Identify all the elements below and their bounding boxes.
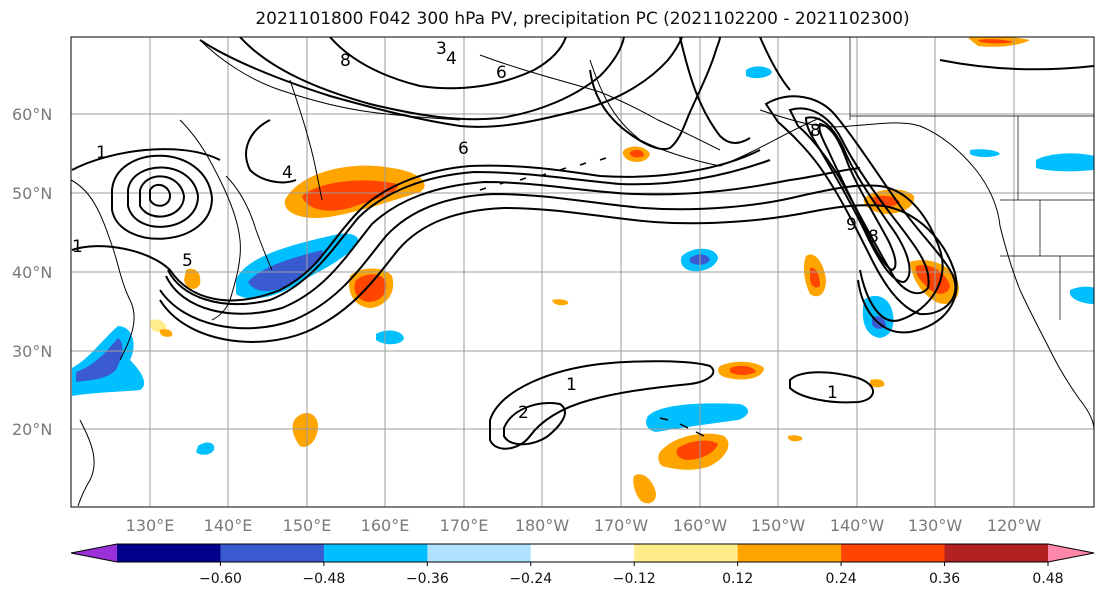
- lon-label: 150°E: [283, 516, 332, 535]
- latitude-labels: 60°N 50°N 40°N 30°N 20°N: [12, 105, 52, 439]
- map-frame: [70, 36, 1095, 508]
- contour-label: 2: [518, 403, 529, 423]
- pv-contours: [71, 37, 1094, 450]
- lon-label: 120°W: [987, 516, 1042, 535]
- contour-label: 5: [182, 251, 193, 271]
- lon-label: 180°W: [515, 516, 570, 535]
- colorbar-segment: [737, 544, 842, 562]
- lon-label: 170°E: [440, 516, 489, 535]
- contour-label: 8: [868, 227, 879, 247]
- lon-label: 160°E: [361, 516, 410, 535]
- colorbar-tick-label: −0.24: [509, 571, 552, 587]
- colorbar-segment: [530, 544, 635, 562]
- contour-label: 6: [458, 139, 469, 159]
- colorbar-segment: [634, 544, 739, 562]
- colorbar-segment: [220, 544, 325, 562]
- contour-label: 6: [496, 63, 507, 83]
- lat-label: 40°N: [12, 263, 52, 282]
- colorbar-tick-label: −0.60: [199, 571, 242, 587]
- lat-label: 20°N: [12, 420, 52, 439]
- contour-label: 1: [566, 375, 577, 395]
- colorbar-segment: [841, 544, 946, 562]
- colorbar-tick-label: 0.36: [929, 571, 960, 587]
- colorbar-tick-label: −0.36: [406, 571, 449, 587]
- colorbar-tick-label: 0.12: [722, 571, 753, 587]
- lon-label: 150°W: [751, 516, 806, 535]
- colorbar-segment: [427, 544, 532, 562]
- colorbar-tick-label: 0.24: [826, 571, 857, 587]
- lat-label: 30°N: [12, 342, 52, 361]
- contour-label: 4: [446, 49, 457, 69]
- contour-label: 1: [72, 237, 83, 257]
- lon-label: 130°W: [908, 516, 963, 535]
- colorbar-tick-label: −0.48: [302, 571, 345, 587]
- contour-labels: 1 1 1 1 2 3 4 4 5 6 6 8 8 8 9: [72, 39, 879, 423]
- precip-shading: [72, 37, 1094, 504]
- colorbar-extend-high: [1048, 544, 1094, 562]
- map-title: 2021101800 F042 300 hPa PV, precipitatio…: [255, 9, 910, 29]
- contour-label: 1: [827, 383, 838, 403]
- contour-label: 9: [846, 215, 857, 235]
- longitude-labels: 130°E 140°E 150°E 160°E 170°E 180°W 170°…: [126, 516, 1042, 535]
- graticule: [71, 37, 1094, 507]
- lon-label: 140°W: [830, 516, 885, 535]
- colorbar-tick-label: 0.48: [1032, 571, 1063, 587]
- contour-label: 3: [436, 39, 447, 59]
- colorbar-segment: [944, 544, 1049, 562]
- colorbar-extend-low: [71, 544, 117, 562]
- lat-label: 50°N: [12, 184, 52, 203]
- lon-label: 160°W: [673, 516, 728, 535]
- colorbar-segment: [117, 544, 221, 562]
- lon-label: 140°E: [204, 516, 253, 535]
- contour-label: 8: [810, 121, 821, 141]
- lat-label: 60°N: [12, 105, 52, 124]
- colorbar-tick-label: −0.12: [613, 571, 656, 587]
- colorbar: −0.60 −0.48 −0.36 −0.24 −0.12 0.12 0.24 0.36 0.4…: [70, 543, 1095, 587]
- contour-label: 1: [96, 143, 107, 163]
- colorbar-segment: [323, 544, 428, 562]
- contour-label: 4: [282, 163, 293, 183]
- lon-label: 130°E: [126, 516, 175, 535]
- lon-label: 170°W: [594, 516, 649, 535]
- contour-label: 8: [340, 51, 351, 71]
